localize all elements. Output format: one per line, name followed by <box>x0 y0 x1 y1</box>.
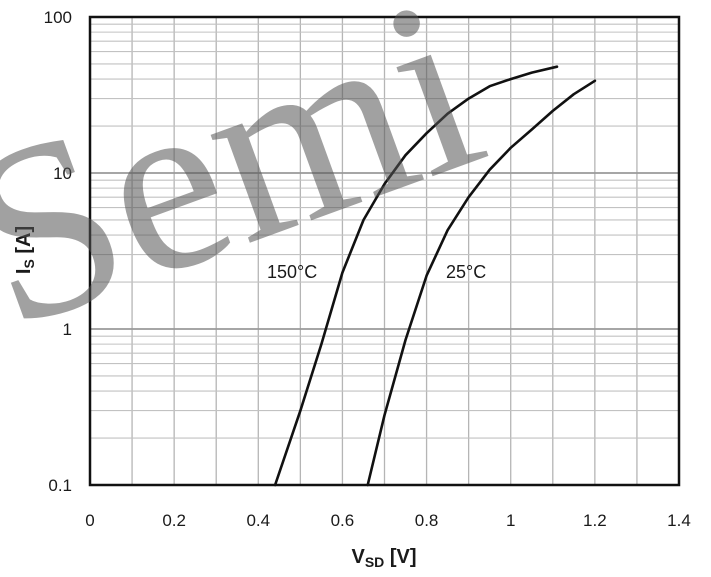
x-tick-label: 1.4 <box>667 511 691 530</box>
x-tick-label: 1.2 <box>583 511 607 530</box>
x-axis-title: VSD [V] <box>351 546 416 570</box>
y-tick-labels: 0.1 1 10 100 <box>44 8 72 495</box>
y-tick-label: 1 <box>63 320 72 339</box>
series-line-0 <box>273 65 559 487</box>
x-tick-label: 0.8 <box>415 511 439 530</box>
x-tick-labels: 0 0.2 0.4 0.6 0.8 1 1.2 1.4 <box>85 511 691 530</box>
x-tick-label: 1 <box>506 511 515 530</box>
series-label-150c: 150°C <box>267 262 317 282</box>
x-tick-label: 0.4 <box>246 511 270 530</box>
x-tick-label: 0.2 <box>162 511 186 530</box>
y-axis-title: IS [A] <box>13 226 37 274</box>
y-tick-label: 10 <box>53 164 72 183</box>
watermark: Semi <box>0 0 512 382</box>
y-tick-label: 100 <box>44 8 72 27</box>
plot-frame <box>88 15 681 487</box>
y-tick-label: 0.1 <box>48 476 72 495</box>
x-tick-label: 0.6 <box>331 511 355 530</box>
series-line-1 <box>366 79 597 487</box>
x-tick-label: 0 <box>85 511 94 530</box>
series-layer <box>273 65 597 487</box>
grid <box>90 17 679 485</box>
series-label-25c: 25°C <box>446 262 486 282</box>
